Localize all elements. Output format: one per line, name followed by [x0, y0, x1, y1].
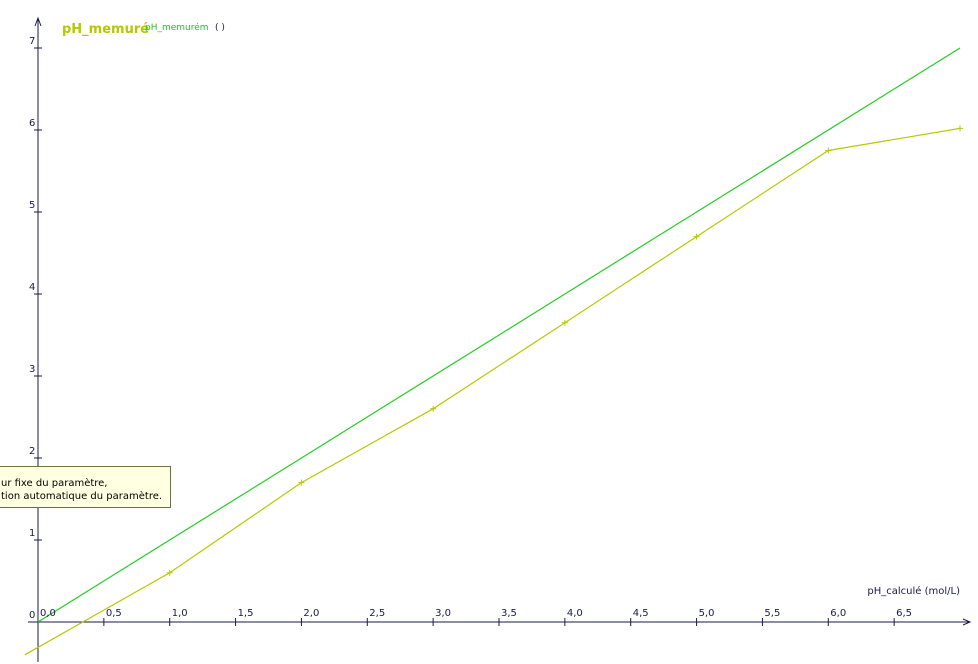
y-tick-label: 4: [29, 282, 35, 293]
x-tick-label: 1,5: [238, 608, 254, 619]
legend-series-label: pH_memurém: [145, 22, 209, 33]
x-tick-label: 5,5: [764, 608, 780, 619]
x-tick-label: 1,0: [172, 608, 188, 619]
x-tick-label: 4,5: [633, 608, 649, 619]
legend: pH_memuré pH_memurém ( ): [62, 22, 225, 37]
series-2-point: [825, 147, 832, 154]
series-2-point: [561, 319, 568, 326]
x-tick-label: 0,0: [40, 608, 56, 619]
series-2-point: [430, 405, 437, 412]
y-tick-label: 1: [29, 528, 35, 539]
series-line-1: [37, 47, 961, 623]
y-tick-label: 0: [29, 610, 35, 621]
tooltip: ur fixe du paramètre, tion automatique d…: [0, 466, 171, 508]
tooltip-line-1: ur fixe du paramètre,: [1, 478, 108, 489]
y-tick-label: 5: [29, 200, 35, 211]
y-tick-label: 3: [29, 364, 35, 375]
legend-unit: ( ): [215, 23, 225, 33]
x-tick-label: 2,5: [369, 608, 385, 619]
x-axis-title: pH_calculé (mol/L): [867, 585, 960, 597]
x-tick-label: 0,5: [106, 608, 122, 619]
x-tick-label: 5,0: [699, 608, 715, 619]
series-layer: [24, 47, 963, 656]
series-2-point: [957, 125, 963, 132]
y-tick-label: 7: [29, 36, 35, 47]
x-tick-label: 3,5: [501, 608, 517, 619]
x-axis-arrow: [962, 618, 972, 626]
legend-title: pH_memuré: [62, 22, 149, 37]
y-tick-label: 6: [29, 118, 35, 129]
x-tick-label: 2,0: [303, 608, 319, 619]
x-tick-label: 6,0: [830, 608, 846, 619]
tooltip-line-2: tion automatique du paramètre.: [1, 491, 163, 502]
y-axis-arrow: [34, 16, 42, 27]
y-tick-label: 2: [29, 446, 35, 457]
x-tick-label: 6,5: [896, 608, 912, 619]
x-tick-label: 3,0: [435, 608, 451, 619]
axes: [28, 16, 972, 662]
series-2-point: [166, 569, 173, 576]
labels-layer: 0,0 0,5 1,0 1,5 2,0 2,5 3,0 3,5 4,0 4,5 5,0 5,5 6,0 6…: [29, 36, 960, 621]
series-2-point: [693, 233, 700, 240]
series-2-point: [298, 479, 305, 486]
series-line-2: [24, 127, 961, 656]
x-tick-label: 4,0: [567, 608, 583, 619]
